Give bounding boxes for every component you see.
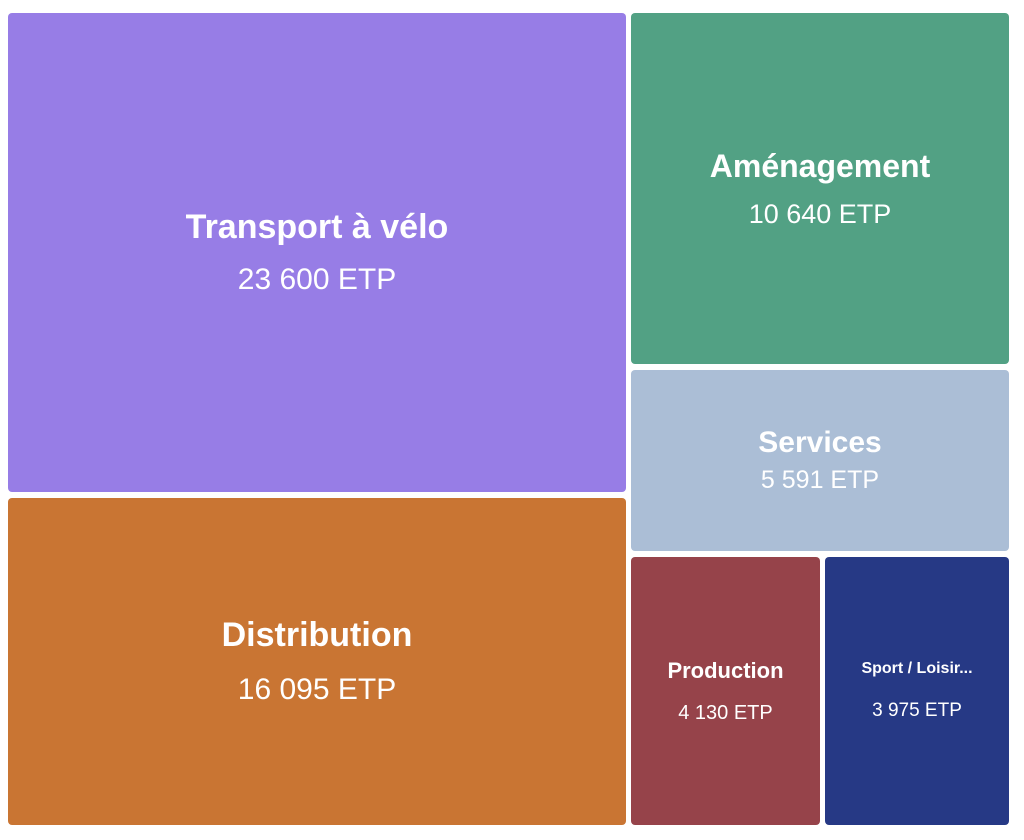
tile-production: Production 4 130 ETP xyxy=(631,557,820,825)
tile-label: Transport à vélo xyxy=(185,208,449,246)
tile-label: Production xyxy=(667,657,784,683)
tile-sport-loisir: Sport / Loisir... 3 975 ETP xyxy=(825,557,1009,825)
tile-value: 5 591 ETP xyxy=(760,466,880,494)
tile-label: Services xyxy=(758,426,882,459)
tile-value: 23 600 ETP xyxy=(237,263,397,296)
tile-distribution: Distribution 16 095 ETP xyxy=(8,498,626,825)
tile-value: 3 975 ETP xyxy=(872,700,962,721)
tile-transport-a-velo: Transport à vélo 23 600 ETP xyxy=(8,13,626,492)
tile-amenagement: Aménagement 10 640 ETP xyxy=(631,13,1009,364)
tile-value: 16 095 ETP xyxy=(237,673,397,706)
tile-label: Sport / Loisir... xyxy=(861,660,973,677)
tile-label: Aménagement xyxy=(709,147,931,184)
tile-value: 10 640 ETP xyxy=(748,198,892,229)
tile-label: Distribution xyxy=(221,616,413,654)
tile-value: 4 130 ETP xyxy=(678,701,773,724)
tile-services: Services 5 591 ETP xyxy=(631,370,1009,551)
